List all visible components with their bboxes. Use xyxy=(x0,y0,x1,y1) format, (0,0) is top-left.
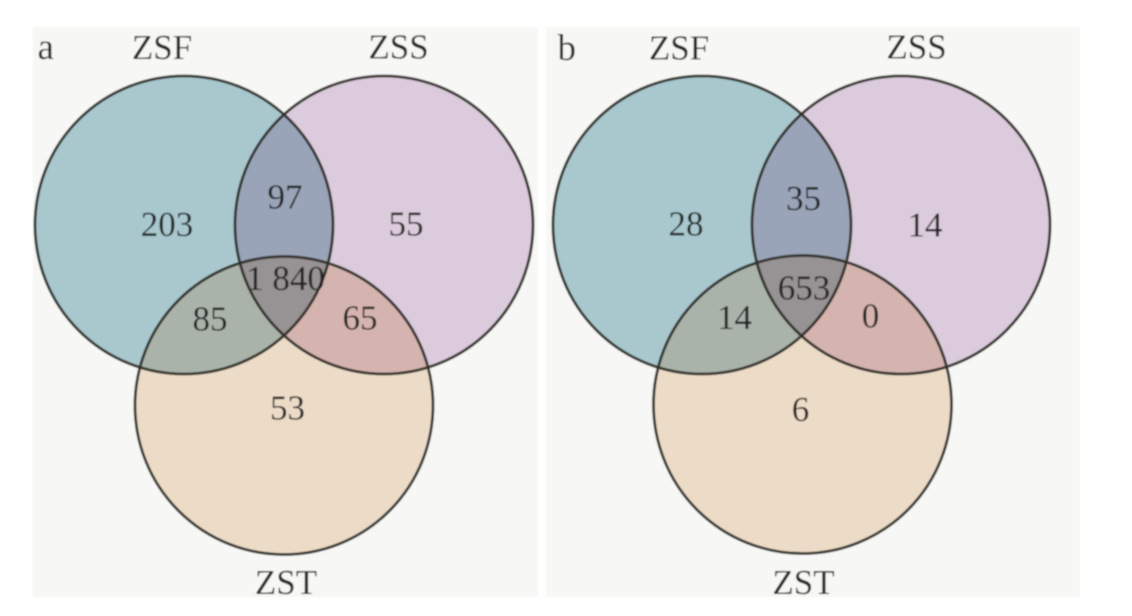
svg-text:ZST: ZST xyxy=(255,563,317,602)
svg-text:ZSS: ZSS xyxy=(368,28,428,67)
svg-text:ZSS: ZSS xyxy=(886,28,946,67)
svg-text:0: 0 xyxy=(862,297,880,336)
svg-text:ZST: ZST xyxy=(772,563,834,602)
svg-text:ZSF: ZSF xyxy=(649,29,709,68)
svg-text:55: 55 xyxy=(389,205,424,244)
svg-text:b: b xyxy=(558,28,577,69)
svg-text:97: 97 xyxy=(268,178,303,217)
svg-text:ZSF: ZSF xyxy=(132,28,192,67)
svg-text:1 840: 1 840 xyxy=(246,259,325,298)
svg-text:35: 35 xyxy=(786,179,821,218)
svg-text:53: 53 xyxy=(270,389,305,428)
svg-text:85: 85 xyxy=(193,300,228,339)
svg-text:6: 6 xyxy=(792,390,810,429)
svg-text:203: 203 xyxy=(141,205,194,244)
svg-text:14: 14 xyxy=(717,298,752,337)
svg-text:14: 14 xyxy=(908,206,943,245)
svg-text:a: a xyxy=(38,27,54,68)
svg-text:65: 65 xyxy=(343,299,378,338)
svg-text:28: 28 xyxy=(669,205,704,244)
svg-text:653: 653 xyxy=(778,269,831,308)
